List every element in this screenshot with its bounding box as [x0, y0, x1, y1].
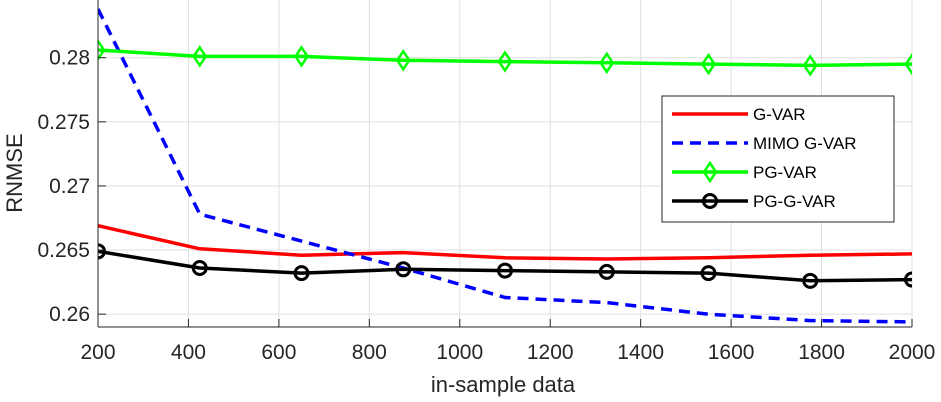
x-tick-label: 800 — [352, 341, 387, 364]
pg-var-point — [192, 45, 208, 68]
pg-var-point — [497, 50, 513, 73]
pg-var-point — [802, 54, 818, 77]
pg-g-var-line — [98, 249, 912, 283]
legend-pg-var-marker — [702, 160, 718, 184]
y-tick-label: 0.265 — [37, 239, 90, 262]
pg-g-var-point — [802, 272, 819, 289]
g-var-line — [98, 223, 912, 261]
x-axis-title: in-sample data — [431, 372, 576, 397]
x-tick-label: 1800 — [798, 341, 845, 364]
pg-var-point — [395, 49, 411, 72]
axes: 200 400 600 800 1000 1200 1400 1600 1800 2000 0.26… — [37, 0, 935, 364]
y-tick-label: 0.28 — [49, 47, 90, 70]
x-tick-label: 1000 — [436, 341, 483, 364]
pg-var-line — [98, 48, 912, 68]
pg-var-point — [98, 38, 106, 62]
pg-var-point — [904, 52, 912, 76]
pg-g-var-point — [191, 260, 208, 277]
legend-pg-var-label: PG-VAR — [753, 163, 817, 182]
y-tick-label: 0.27 — [49, 175, 90, 198]
x-tick-label: 1600 — [708, 341, 755, 364]
pg-g-var-point — [598, 263, 615, 280]
legend: G-VAR MIMO G-VAR PG-VAR PG-G-VAR — [661, 95, 895, 223]
series-lines — [98, 8, 912, 324]
x-tick-label: 2000 — [889, 341, 936, 364]
x-tick-label: 1200 — [527, 341, 574, 364]
pg-var-point — [700, 52, 717, 76]
legend-pg-g-var-marker — [702, 193, 718, 209]
mimo-g-var-line — [98, 8, 912, 324]
x-tick-label: 200 — [80, 341, 115, 364]
pg-g-var-point — [98, 243, 106, 260]
legend-mimo-g-var-label: MIMO G-VAR — [753, 134, 857, 153]
pg-g-var-point — [395, 261, 412, 278]
y-tick-label: 0.26 — [49, 303, 90, 326]
pg-var-point — [599, 51, 615, 75]
pg-var-point — [293, 45, 310, 68]
x-tick-label: 600 — [261, 341, 296, 364]
y-tick-label: 0.275 — [37, 111, 90, 134]
pg-g-var-point — [700, 265, 717, 282]
x-tick-label: 1400 — [617, 341, 664, 364]
legend-g-var-label: G-VAR — [753, 105, 806, 124]
pg-g-var-point — [497, 262, 513, 279]
legend-pg-g-var-label: PG-G-VAR — [753, 192, 836, 211]
pg-g-var-point — [904, 271, 912, 288]
x-tick-label: 400 — [171, 341, 206, 364]
y-axis-title: RNMSE — [2, 133, 27, 212]
pg-g-var-point — [293, 265, 310, 282]
